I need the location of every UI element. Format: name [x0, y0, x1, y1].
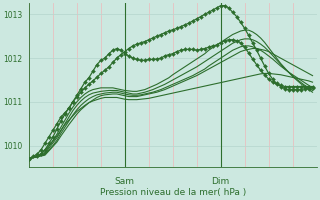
- X-axis label: Pression niveau de la mer( hPa ): Pression niveau de la mer( hPa ): [100, 188, 246, 197]
